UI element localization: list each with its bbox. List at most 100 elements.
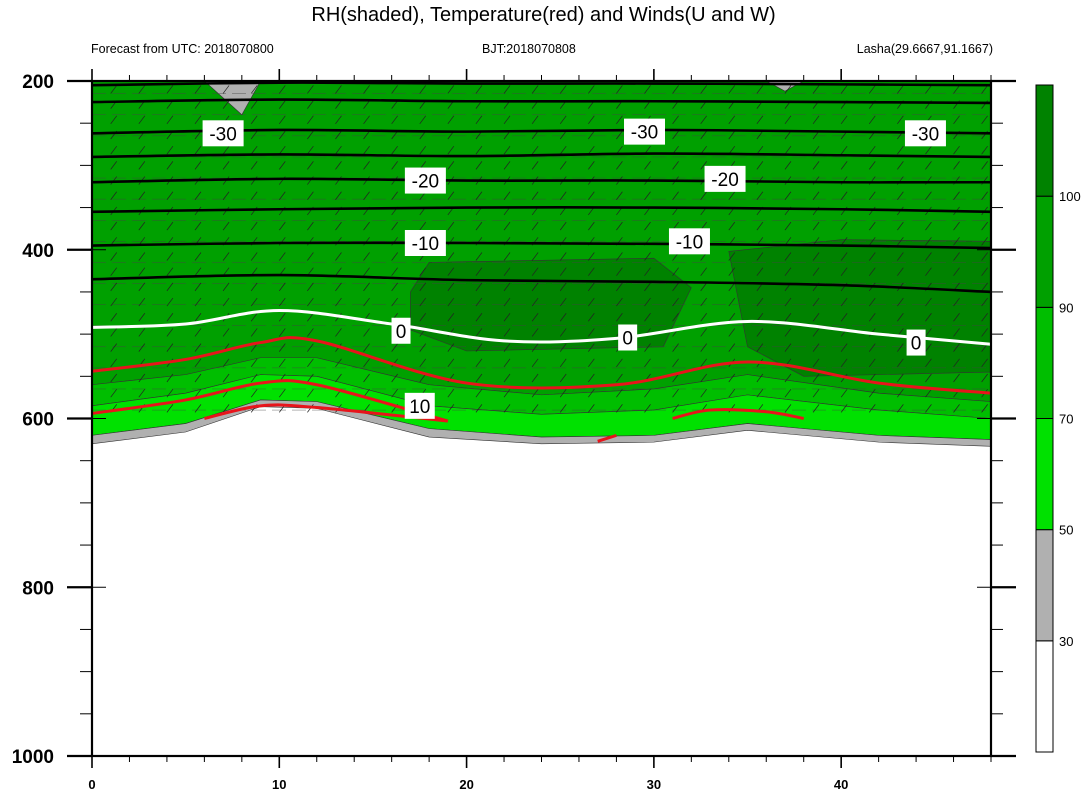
wind-barb (981, 252, 988, 261)
wind-barb (897, 191, 904, 200)
forecast-subtitle: Forecast from UTC: 2018070800 (91, 42, 274, 56)
wind-barb (672, 297, 679, 307)
wind-barb (840, 267, 848, 276)
wind-barb (166, 343, 174, 352)
wind-barb (925, 373, 932, 383)
wind-barb (897, 85, 904, 94)
wind-barb (194, 161, 202, 170)
wind-barb (840, 252, 848, 261)
wind-barb (307, 373, 314, 383)
wind-barb (981, 328, 988, 337)
wind-barb (138, 252, 146, 261)
wind-barb (475, 404, 483, 413)
wind-barb (953, 85, 960, 94)
wind-barb (307, 252, 314, 261)
wind-barb (363, 343, 370, 352)
wind-barb (700, 161, 707, 170)
wind-barb (307, 343, 314, 352)
wind-barb (588, 145, 595, 155)
colorbar: 30 50 70 90 100 (1035, 84, 1081, 753)
wind-barb (588, 313, 595, 322)
wind-barb (953, 297, 960, 307)
wind-barb (953, 404, 960, 413)
wind-barb (531, 343, 539, 352)
wind-barb (531, 252, 539, 261)
wind-barb (110, 145, 118, 155)
wind-barb (897, 388, 904, 398)
wind-barb (672, 358, 679, 368)
wind-barb (166, 328, 174, 337)
wind-barb (644, 343, 651, 352)
wind-barb (194, 328, 202, 337)
wind-barb (840, 145, 848, 155)
wind-barb (784, 404, 792, 413)
wind-barb (672, 343, 679, 352)
wind-barb (391, 115, 398, 125)
wind-barb (812, 267, 820, 276)
wind-barb (363, 130, 370, 140)
wind-barb (391, 100, 398, 109)
wind-barb (700, 373, 707, 383)
wind-barb (588, 221, 595, 231)
temperature-contours (92, 81, 991, 443)
x-tick-label: 0 (88, 777, 95, 792)
wind-barb (840, 388, 848, 398)
wind-barb (925, 328, 932, 337)
wind-barb (616, 282, 623, 292)
wind-barb (868, 358, 876, 368)
temperature-line-5 (92, 206, 991, 214)
wind-barb (756, 373, 764, 383)
wind-barb (925, 252, 932, 261)
wind-barb (250, 358, 258, 368)
wind-barb (363, 85, 370, 94)
wind-barb (700, 191, 707, 200)
wind-barb (981, 267, 988, 276)
wind-barb (335, 115, 342, 125)
wind-barb (419, 297, 427, 307)
wind-barb (194, 404, 202, 413)
wind-barb (559, 191, 567, 200)
wind-barb (981, 373, 988, 383)
wind-barb (925, 267, 932, 276)
temperature-line-10 (92, 379, 449, 423)
wind-barb (728, 313, 736, 322)
wind-barb (279, 282, 286, 292)
wind-barb (784, 313, 792, 322)
wind-barb (363, 328, 370, 337)
wind-barb (335, 297, 342, 307)
wind-barb (868, 145, 876, 155)
wind-barb (728, 328, 736, 337)
wind-barb (531, 328, 539, 337)
wind-barb (812, 115, 820, 125)
wind-barb (700, 115, 707, 125)
wind-barb (447, 282, 455, 292)
wind-barb (138, 221, 146, 231)
wind-barb (279, 115, 286, 125)
wind-barb (784, 267, 792, 276)
wind-barb (672, 85, 679, 94)
wind-barb (700, 267, 707, 276)
wind-barb (138, 161, 146, 170)
colorbar-label: 70 (1059, 412, 1073, 427)
wind-barb (756, 297, 764, 307)
contour-label-box (618, 324, 638, 351)
wind-barb (222, 145, 230, 155)
wind-barb (616, 115, 623, 125)
wind-barb (447, 343, 455, 352)
wind-barb (953, 373, 960, 383)
wind-barb (897, 221, 904, 231)
temperature-line-2 (92, 128, 991, 135)
wind-barb (840, 221, 848, 231)
wind-barb (166, 115, 174, 125)
wind-barb (812, 388, 820, 398)
wind-barb (616, 313, 623, 322)
temperature-line-0 (92, 81, 991, 87)
wind-barb (756, 388, 764, 398)
wind-barb (868, 237, 876, 246)
wind-barb (559, 373, 567, 383)
wind-barb (728, 252, 736, 261)
wind-barb (447, 161, 455, 170)
wind-barb (391, 130, 398, 140)
wind-barb (335, 100, 342, 109)
wind-barb (672, 130, 679, 140)
